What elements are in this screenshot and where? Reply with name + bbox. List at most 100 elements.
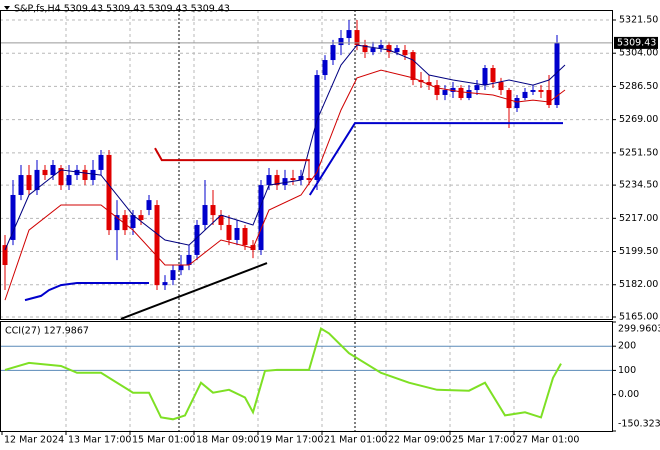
candle-body [186,254,192,266]
candle-body [146,200,152,210]
cci-line [4,326,562,421]
main-frame [0,10,613,320]
candle-body [154,205,160,286]
candle-body [18,175,24,195]
candle-body [474,85,480,91]
candle-body [442,90,448,95]
y-tick-label: 200 [618,341,636,352]
candle-body [26,175,32,191]
candle-body [338,38,344,46]
y-tick-label: 5199.50 [619,246,658,257]
candle-body [34,169,40,191]
candle-body [42,169,48,176]
candle-body [106,154,112,231]
candle-body [298,176,304,180]
candle-body [266,175,272,186]
indicator-frame [0,321,613,432]
y-tick-label: 5286.50 [619,81,658,92]
indicator-line [120,262,268,319]
indicator-line [4,44,566,251]
candle-body [306,178,312,180]
candle-body [130,215,136,229]
candle-body [386,45,392,53]
x-tick-label: 25 Mar 17:00 [452,435,515,446]
candle-body [314,75,320,180]
candle-body [498,82,504,91]
y-tick-label: 100 [618,365,636,376]
y-tick-label: 5304.00 [619,48,658,59]
candle-body [218,215,224,225]
y-tick-label: 299.9603 [618,324,660,335]
series-layer [2,20,566,319]
candle-body [66,175,72,186]
candle-body [274,175,280,186]
candle-body [90,169,96,180]
candle-body [514,98,520,109]
candle-body [346,30,352,39]
candle-body [554,42,560,106]
x-tick-label: 22 Mar 09:00 [388,435,451,446]
chart-title: S&P,fs,H4 5309.43 5309.43 5309.43 5309.4… [14,4,230,15]
candle-body [330,45,336,61]
candle-body [226,224,232,240]
y-tick-label: 5251.50 [619,147,658,158]
indicator-line [154,147,310,162]
candle-body [82,169,88,180]
candle-body [466,90,472,99]
candle-body [490,68,496,83]
candle-body [522,91,528,99]
candle-body [450,87,456,92]
candle-body [50,164,56,176]
candle-body [378,45,384,49]
candle-body [122,215,128,231]
candle-body [322,60,328,76]
candle-body [354,30,360,46]
last-price-label: 5309.43 [617,37,656,48]
candle-body [98,154,104,170]
y-tick-label: 5234.50 [619,180,658,191]
x-tick-label: 21 Mar 01:00 [324,435,387,446]
candle-body [546,90,552,106]
y-tick-label: 5321.50 [619,15,658,26]
candle-body [362,45,368,53]
candle-body [506,90,512,109]
x-tick-label: 15 Mar 01:00 [132,435,195,446]
candle-body [170,270,176,281]
y-tick-label: 5182.00 [619,279,658,290]
series-layer [4,326,562,421]
last-price-box [614,36,658,49]
y-tick-label: 5217.00 [619,213,658,224]
x-tick-label: 19 Mar 17:00 [260,435,323,446]
candle-body [58,168,64,186]
candle-body [482,68,488,86]
candle-body [242,228,248,246]
y-tick-label: -150.3238 [618,419,660,430]
y-tick-label: 0.00 [618,389,639,400]
indicator-line [4,69,566,301]
candle-body [290,178,296,180]
candle-body [234,228,240,240]
candle-body [394,48,400,53]
y-tick-label: 5269.00 [619,114,658,125]
candle-body [530,90,536,92]
x-tick-label: 18 Mar 09:00 [196,435,259,446]
x-tick-label: 13 Mar 17:00 [68,435,131,446]
candle-body [434,85,440,95]
candle-body [10,194,16,240]
y-tick-label: 5165.00 [619,312,658,323]
candle-body [178,265,184,271]
indicator-line [308,122,563,196]
candle-body [370,48,376,53]
candle-body [402,49,408,56]
candle-body [74,169,80,176]
candle-body [426,82,432,86]
candle-body [162,282,168,286]
menu-arrow[interactable] [4,6,10,10]
candle-body [458,87,464,99]
indicator-title: CCI(27) 127.9867 [5,326,89,337]
x-tick-label: 27 Mar 01:00 [516,435,579,446]
plot-layer: 12 Mar 2024 13 Mar 17:00 15 Mar 01:00 18 Ma… [0,10,660,446]
candle-body [538,90,544,92]
